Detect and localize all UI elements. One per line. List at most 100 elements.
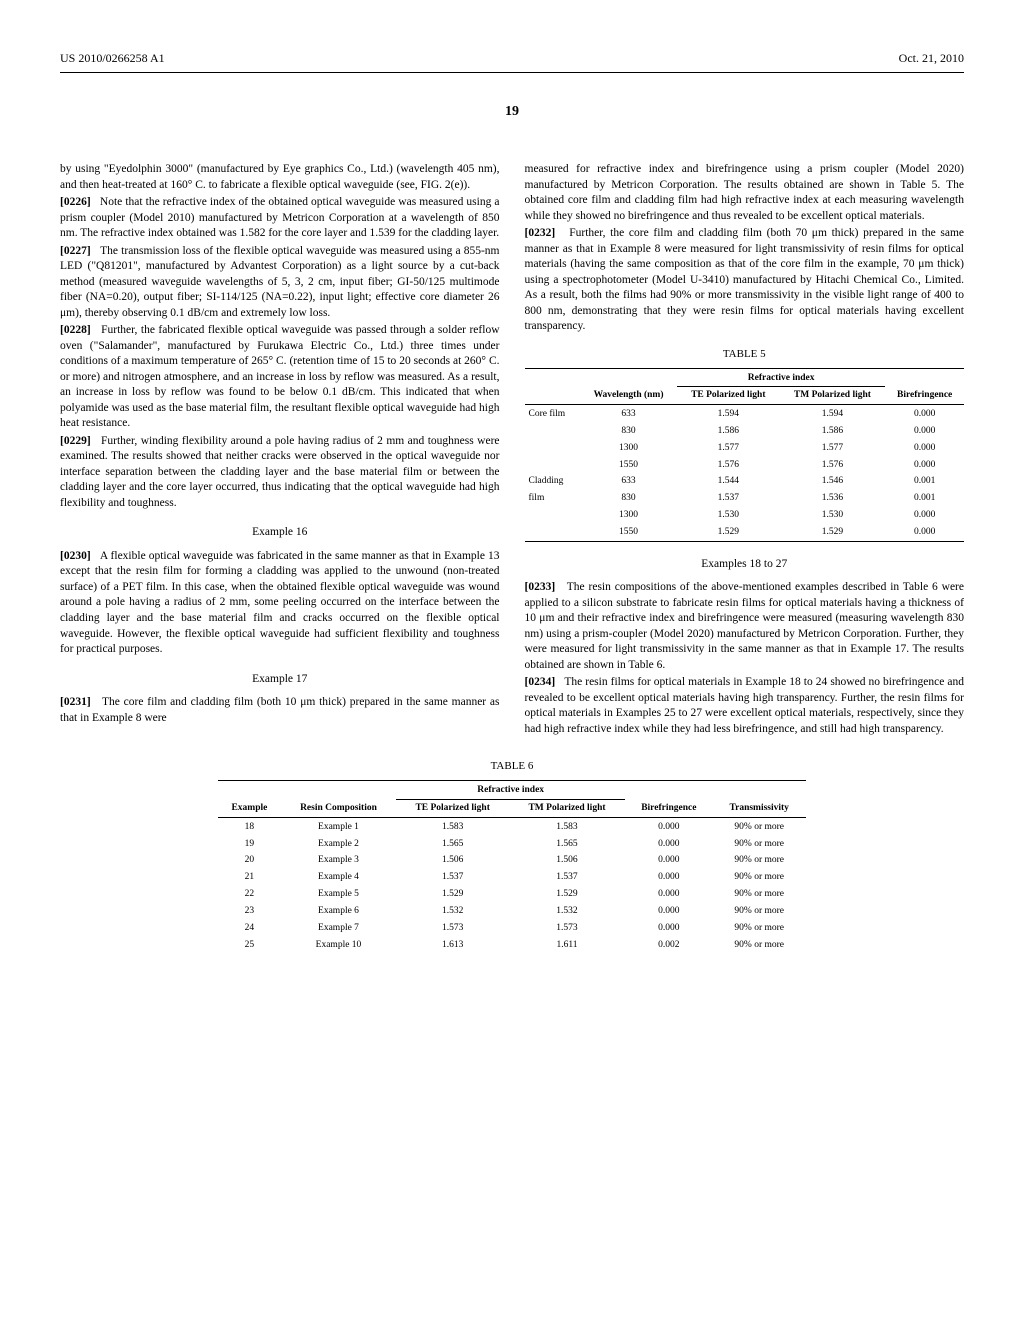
table-cell: 0.000 <box>625 836 713 853</box>
table6-h3: TM Polarized light <box>509 800 625 818</box>
paragraph: [0227] The transmission loss of the flex… <box>60 244 500 322</box>
paragraph: [0234] The resin films for optical mater… <box>525 675 965 737</box>
table-row: Core film6331.5941.5940.000 <box>525 406 965 423</box>
para-number: [0226] <box>60 196 91 208</box>
table6-h4: Birefringence <box>625 800 713 818</box>
table-cell: 633 <box>580 473 677 490</box>
paragraph: [0233] The resin compositions of the abo… <box>525 580 965 673</box>
para-text: The resin compositions of the above-ment… <box>525 581 965 671</box>
table-cell: 1.577 <box>677 440 780 457</box>
para-text: Further, winding flexibility around a po… <box>60 435 500 509</box>
table-cell: film <box>525 490 581 507</box>
table-cell <box>525 423 581 440</box>
table5-h0 <box>525 387 581 405</box>
table-cell: 1.576 <box>780 457 886 474</box>
table-cell: 1.532 <box>396 903 509 920</box>
table-row: 25Example 101.6131.6110.00290% or more <box>218 937 806 954</box>
table-row: 13001.5771.5770.000 <box>525 440 965 457</box>
table-cell: 1.586 <box>780 423 886 440</box>
page-header: US 2010/0266258 A1 Oct. 21, 2010 <box>60 50 964 66</box>
table-cell: 90% or more <box>713 869 806 886</box>
table-cell: 90% or more <box>713 920 806 937</box>
para-number: [0230] <box>60 550 91 562</box>
table-cell: 1.506 <box>509 852 625 869</box>
table-cell: 1.536 <box>780 490 886 507</box>
table6-group-header: Refractive index <box>396 782 625 799</box>
table-cell: 0.000 <box>885 406 964 423</box>
table-cell: 0.002 <box>625 937 713 954</box>
left-column: by using "Eyedolphin 3000" (manufactured… <box>60 162 500 739</box>
table-cell: 90% or more <box>713 852 806 869</box>
para-number: [0234] <box>525 676 556 688</box>
table-cell: Example 6 <box>281 903 397 920</box>
paragraph: [0229] Further, winding flexibility arou… <box>60 434 500 512</box>
table-cell: 1.530 <box>780 507 886 524</box>
table-cell: 1.529 <box>509 886 625 903</box>
table-cell: 19 <box>218 836 280 853</box>
table-cell: 1300 <box>580 440 677 457</box>
para-text: The resin films for optical materials in… <box>525 676 965 735</box>
table6: Refractive index Example Resin Compositi… <box>218 780 806 953</box>
table-cell: 633 <box>580 406 677 423</box>
para-text: The core film and cladding film (both 10… <box>60 696 500 724</box>
table-cell: Example 3 <box>281 852 397 869</box>
para-number: [0228] <box>60 324 91 336</box>
table-cell: 1.565 <box>396 836 509 853</box>
table-row: 18Example 11.5831.5830.00090% or more <box>218 819 806 836</box>
table-cell: 1.577 <box>780 440 886 457</box>
table5-group-header: Refractive index <box>677 370 885 387</box>
table-cell: 25 <box>218 937 280 954</box>
table-cell: Example 1 <box>281 819 397 836</box>
table-cell <box>525 507 581 524</box>
table-cell: 1.613 <box>396 937 509 954</box>
table-row: 19Example 21.5651.5650.00090% or more <box>218 836 806 853</box>
table5: Refractive index Wavelength (nm) TE Pola… <box>525 368 965 543</box>
table-cell: Example 10 <box>281 937 397 954</box>
table-cell: 1.537 <box>396 869 509 886</box>
right-column: measured for refractive index and birefr… <box>525 162 965 739</box>
table-cell: Example 2 <box>281 836 397 853</box>
table-cell: 0.001 <box>885 473 964 490</box>
para-text: Note that the refractive index of the ob… <box>60 196 500 239</box>
table-cell <box>525 457 581 474</box>
table-cell <box>525 524 581 541</box>
table-cell: Example 4 <box>281 869 397 886</box>
paragraph: measured for refractive index and birefr… <box>525 162 965 224</box>
table6-h2: TE Polarized light <box>396 800 509 818</box>
table-cell <box>525 440 581 457</box>
table-cell: 1.611 <box>509 937 625 954</box>
table-cell: 1.544 <box>677 473 780 490</box>
table5-label: TABLE 5 <box>525 347 965 362</box>
table-cell: 830 <box>580 423 677 440</box>
table-cell: 1300 <box>580 507 677 524</box>
table6-label: TABLE 6 <box>60 759 964 774</box>
table-row: Cladding6331.5441.5460.001 <box>525 473 965 490</box>
table-cell: Cladding <box>525 473 581 490</box>
table-cell: 1.594 <box>677 406 780 423</box>
table-cell: 1.594 <box>780 406 886 423</box>
table-row: 21Example 41.5371.5370.00090% or more <box>218 869 806 886</box>
table-row: 15501.5761.5760.000 <box>525 457 965 474</box>
para-text: The transmission loss of the flexible op… <box>60 245 500 319</box>
table-cell: 1.537 <box>677 490 780 507</box>
table-cell: 0.001 <box>885 490 964 507</box>
table-cell: 1.573 <box>396 920 509 937</box>
table6-h0: Example <box>218 800 280 818</box>
table-row: 15501.5291.5290.000 <box>525 524 965 541</box>
table-cell: 0.000 <box>625 920 713 937</box>
table6-block: TABLE 6 Refractive index Example Resin C… <box>60 759 964 953</box>
table-cell: 0.000 <box>885 507 964 524</box>
para-number: [0227] <box>60 245 91 257</box>
para-number: [0231] <box>60 696 91 708</box>
paragraph: [0232] Further, the core film and claddi… <box>525 226 965 335</box>
para-text: Further, the fabricated flexible optical… <box>60 324 500 429</box>
para-number: [0229] <box>60 435 91 447</box>
paragraph: [0226] Note that the refractive index of… <box>60 195 500 242</box>
table6-h5: Transmissivity <box>713 800 806 818</box>
header-left: US 2010/0266258 A1 <box>60 50 165 66</box>
table-cell: 23 <box>218 903 280 920</box>
page-number: 19 <box>60 103 964 122</box>
table-cell: 1550 <box>580 524 677 541</box>
table-cell: 20 <box>218 852 280 869</box>
table-cell: 0.000 <box>625 869 713 886</box>
